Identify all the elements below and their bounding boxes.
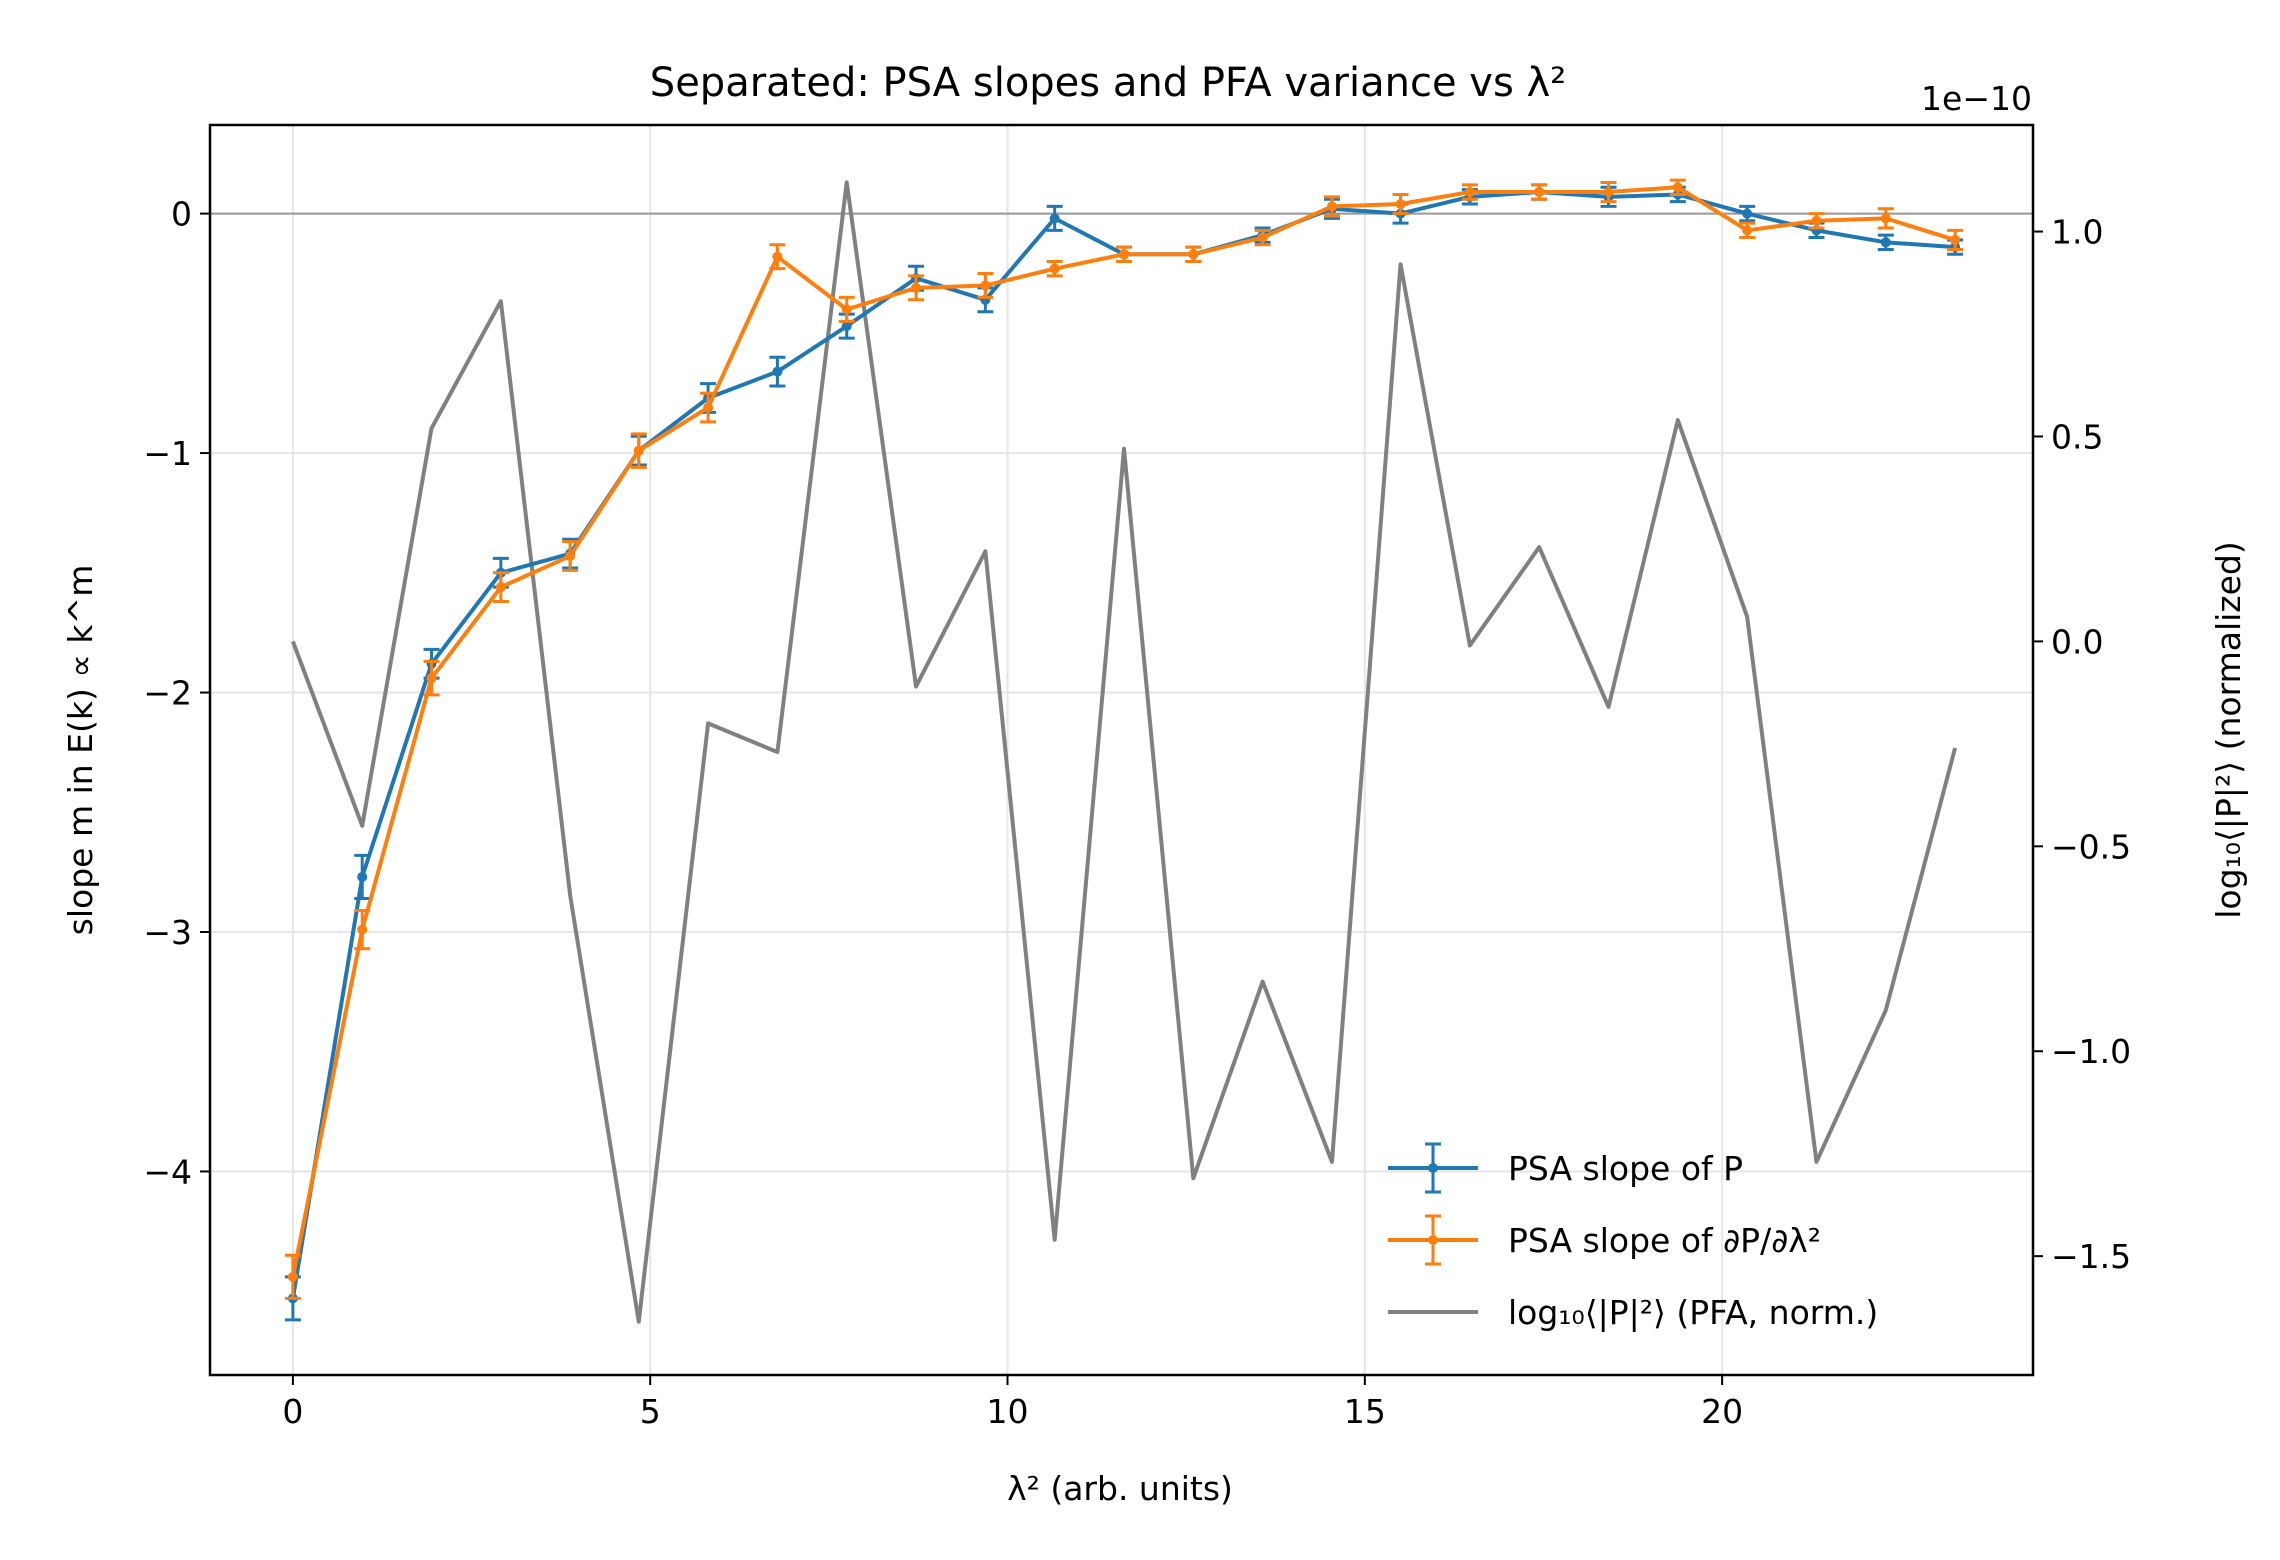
y2-axis-ticks: 1.0 0.5 0.0 −0.5 −1.0 −1.5: [2033, 213, 2131, 1276]
data-point-psa-slope-dp: [1950, 234, 1961, 245]
y2-tick-label: 0.0: [2051, 622, 2103, 661]
x-tick-label: 20: [1701, 1392, 1743, 1431]
data-point-psa-slope-dp: [1742, 225, 1753, 236]
y-axis-label: slope m in E(k) ∝ k^m: [61, 565, 100, 936]
x-tick-label: 5: [640, 1392, 661, 1431]
y-axis-ticks: 0 −1 −2 −3 −4: [143, 195, 210, 1191]
y-tick-label: −3: [143, 913, 192, 952]
y2-offset-text: 1e−10: [1921, 79, 2032, 118]
data-point-psa-slope-p: [357, 871, 368, 882]
data-point-psa-slope-dp: [1119, 249, 1130, 260]
data-point-psa-slope-dp: [911, 282, 922, 293]
x-tick-label: 15: [1344, 1392, 1386, 1431]
data-point-psa-slope-dp: [1603, 187, 1614, 198]
y-tick-label: −2: [143, 674, 192, 713]
data-point-psa-slope-dp: [1049, 263, 1060, 274]
data-point-psa-slope-dp: [633, 445, 644, 456]
legend-label-pfa-variance: log₁₀⟨|P|²⟩ (PFA, norm.): [1508, 1293, 1878, 1332]
axes-frame: [208, 123, 2035, 1377]
data-point-psa-slope-dp: [495, 582, 506, 593]
data-point-psa-slope-p: [772, 366, 783, 377]
data-point-psa-slope-dp: [772, 251, 783, 262]
data-point-psa-slope-dp: [1464, 187, 1475, 198]
data-point-psa-slope-p: [1880, 237, 1891, 248]
x-tick-label: 0: [282, 1392, 303, 1431]
y2-axis-label: log₁₀⟨|P|²⟩ (normalized): [2209, 541, 2248, 919]
y-tick-label: 0: [171, 195, 192, 234]
x-tick-label: 10: [987, 1392, 1029, 1431]
data-point-psa-slope-dp: [1188, 249, 1199, 260]
data-point-psa-slope-dp: [980, 280, 991, 291]
y2-tick-label: 0.5: [2051, 417, 2103, 456]
y2-tick-label: −1.5: [2051, 1237, 2131, 1276]
data-point-psa-slope-dp: [1880, 213, 1891, 224]
data-point-psa-slope-p: [1742, 208, 1753, 219]
data-point-psa-slope-dp: [357, 924, 368, 935]
data-point-psa-slope-dp: [287, 1271, 298, 1282]
series-pfa-variance: [291, 180, 1958, 1324]
legend-label-psa-slope-dp: PSA slope of ∂P/∂λ²: [1508, 1221, 1821, 1260]
y2-tick-label: 1.0: [2051, 213, 2103, 252]
data-point-psa-slope-dp: [703, 402, 714, 413]
data-point-psa-slope-p: [841, 321, 852, 332]
legend-entry-psa-slope-p: PSA slope of P: [1388, 1142, 1743, 1194]
legend: PSA slope of P PSA slope of ∂P/∂λ² log₁₀…: [1388, 1142, 1878, 1332]
x-axis-ticks: 0 5 10 15 20: [282, 1375, 1743, 1431]
data-point-psa-slope-dp: [565, 551, 576, 562]
data-point-psa-slope-p: [1049, 213, 1060, 224]
y-tick-label: −1: [143, 434, 192, 473]
series-psa-slope-dp: [284, 178, 1964, 1300]
legend-entry-pfa-variance: log₁₀⟨|P|²⟩ (PFA, norm.): [1388, 1293, 1878, 1332]
data-point-psa-slope-dp: [1672, 182, 1683, 193]
legend-marker-psa-slope-dp: [1428, 1235, 1438, 1245]
chart-title: Separated: PSA slopes and PFA variance v…: [650, 60, 1566, 106]
legend-marker-psa-slope-p: [1428, 1163, 1438, 1173]
data-point-psa-slope-dp: [1326, 201, 1337, 212]
x-axis-label: λ² (arb. units): [1007, 1469, 1233, 1508]
y-tick-label: −4: [143, 1152, 192, 1191]
plot-area: [284, 178, 1964, 1324]
data-point-psa-slope-dp: [1811, 215, 1822, 226]
legend-label-psa-slope-p: PSA slope of P: [1508, 1149, 1743, 1188]
legend-entry-psa-slope-dp: PSA slope of ∂P/∂λ²: [1388, 1214, 1821, 1266]
data-point-psa-slope-dp: [1395, 199, 1406, 210]
data-point-psa-slope-dp: [1534, 187, 1545, 198]
data-point-psa-slope-dp: [1257, 232, 1268, 243]
data-point-psa-slope-dp: [426, 673, 437, 684]
y2-tick-label: −1.0: [2051, 1032, 2131, 1071]
data-point-psa-slope-dp: [841, 304, 852, 315]
y2-tick-label: −0.5: [2051, 827, 2131, 866]
